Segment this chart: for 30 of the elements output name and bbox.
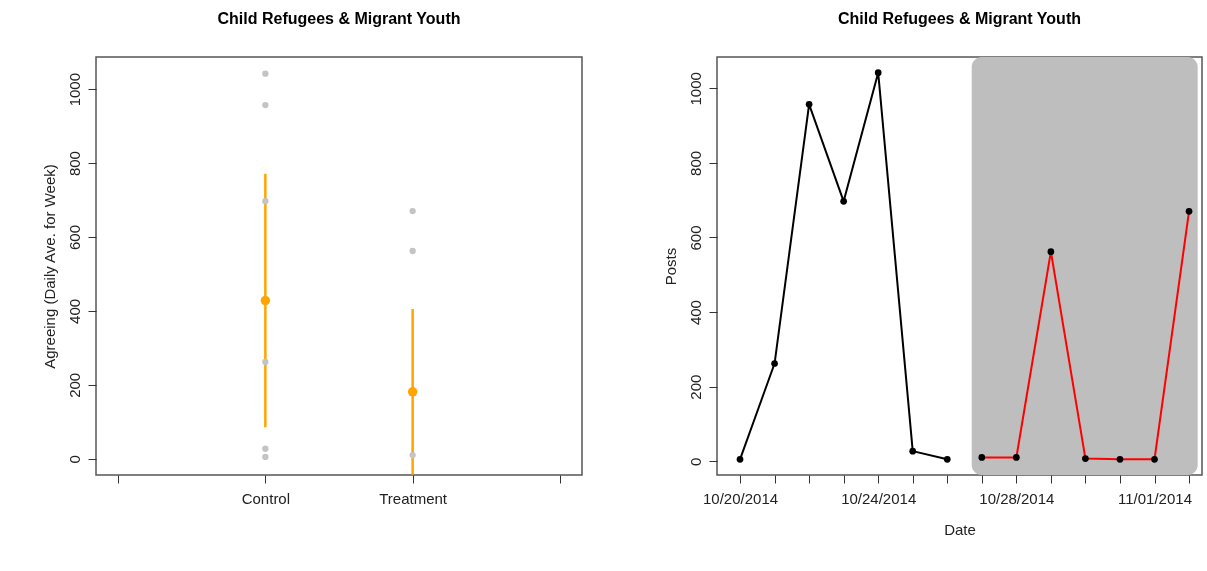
y-tick-label: 0 xyxy=(65,455,83,464)
y-tick-label: 600 xyxy=(686,225,704,251)
point xyxy=(874,69,882,77)
x-tick-label: Control xyxy=(241,489,291,507)
x-tick-label: 10/28/2014 xyxy=(979,489,1055,507)
x-axis-title: Date xyxy=(944,520,976,538)
y-tick-label: 800 xyxy=(65,151,83,177)
point xyxy=(840,197,847,205)
point xyxy=(736,455,744,463)
x-tick-label: 11/01/2014 xyxy=(1118,489,1192,507)
y-tick-label: 400 xyxy=(686,300,704,326)
y-tick-label: 200 xyxy=(686,374,704,400)
y-tick-label: 600 xyxy=(65,224,83,250)
point xyxy=(943,455,951,463)
x-tick-label: 10/24/2014 xyxy=(841,489,917,507)
chart-title: Child Refugees & Migrant Youth xyxy=(838,10,1081,27)
x-tick-label: 10/20/2014 xyxy=(702,489,779,507)
y-tick-label: 0 xyxy=(686,457,704,466)
y-tick-label: 1000 xyxy=(686,72,704,106)
point xyxy=(771,360,778,367)
y-axis-title: Agreeing (Daily Ave. for Week) xyxy=(40,164,58,369)
chart-title: Child Refugees & Migrant Youth xyxy=(217,10,461,27)
y-tick-label: 200 xyxy=(65,372,83,398)
point xyxy=(805,101,813,108)
point xyxy=(909,447,917,455)
y-tick-label: 1000 xyxy=(65,72,83,107)
y-axis-title: Posts xyxy=(661,247,679,286)
y-tick-label: 400 xyxy=(65,298,83,324)
x-tick-label: Treatment xyxy=(379,489,448,507)
y-tick-label: 800 xyxy=(686,150,704,176)
